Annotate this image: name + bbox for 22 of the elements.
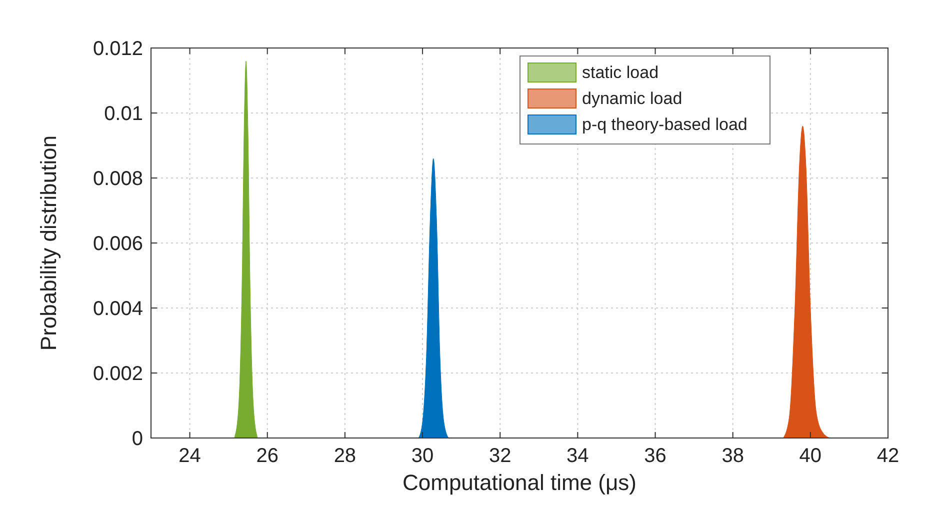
legend-label: p-q theory-based load xyxy=(582,114,748,134)
x-tick-label: 38 xyxy=(722,445,744,467)
y-tick-label: 0.01 xyxy=(104,103,143,125)
x-tick-label: 36 xyxy=(644,445,666,467)
x-tick-label: 42 xyxy=(876,445,900,467)
legend-label: dynamic load xyxy=(582,88,682,108)
y-axis-title: Probability distribution xyxy=(36,135,61,351)
y-tick-label: 0 xyxy=(132,428,143,450)
x-tick-label: 26 xyxy=(256,445,278,467)
y-tick-label: 0.004 xyxy=(92,298,143,320)
y-tick-label: 0.008 xyxy=(92,168,143,190)
x-tick-label: 40 xyxy=(799,445,822,467)
x-tick-label: 24 xyxy=(178,445,201,467)
x-axis-title: Computational time (μs) xyxy=(402,470,636,495)
y-tick-label: 0.006 xyxy=(92,233,143,255)
x-tick-label: 28 xyxy=(334,445,356,467)
x-tick-label: 30 xyxy=(411,445,434,467)
x-tick-label: 32 xyxy=(488,445,512,467)
legend-label: static load xyxy=(582,62,659,82)
y-tick-label: 0.002 xyxy=(92,363,143,385)
x-tick-label: 34 xyxy=(566,445,589,467)
y-tick-label: 0.012 xyxy=(92,38,143,60)
